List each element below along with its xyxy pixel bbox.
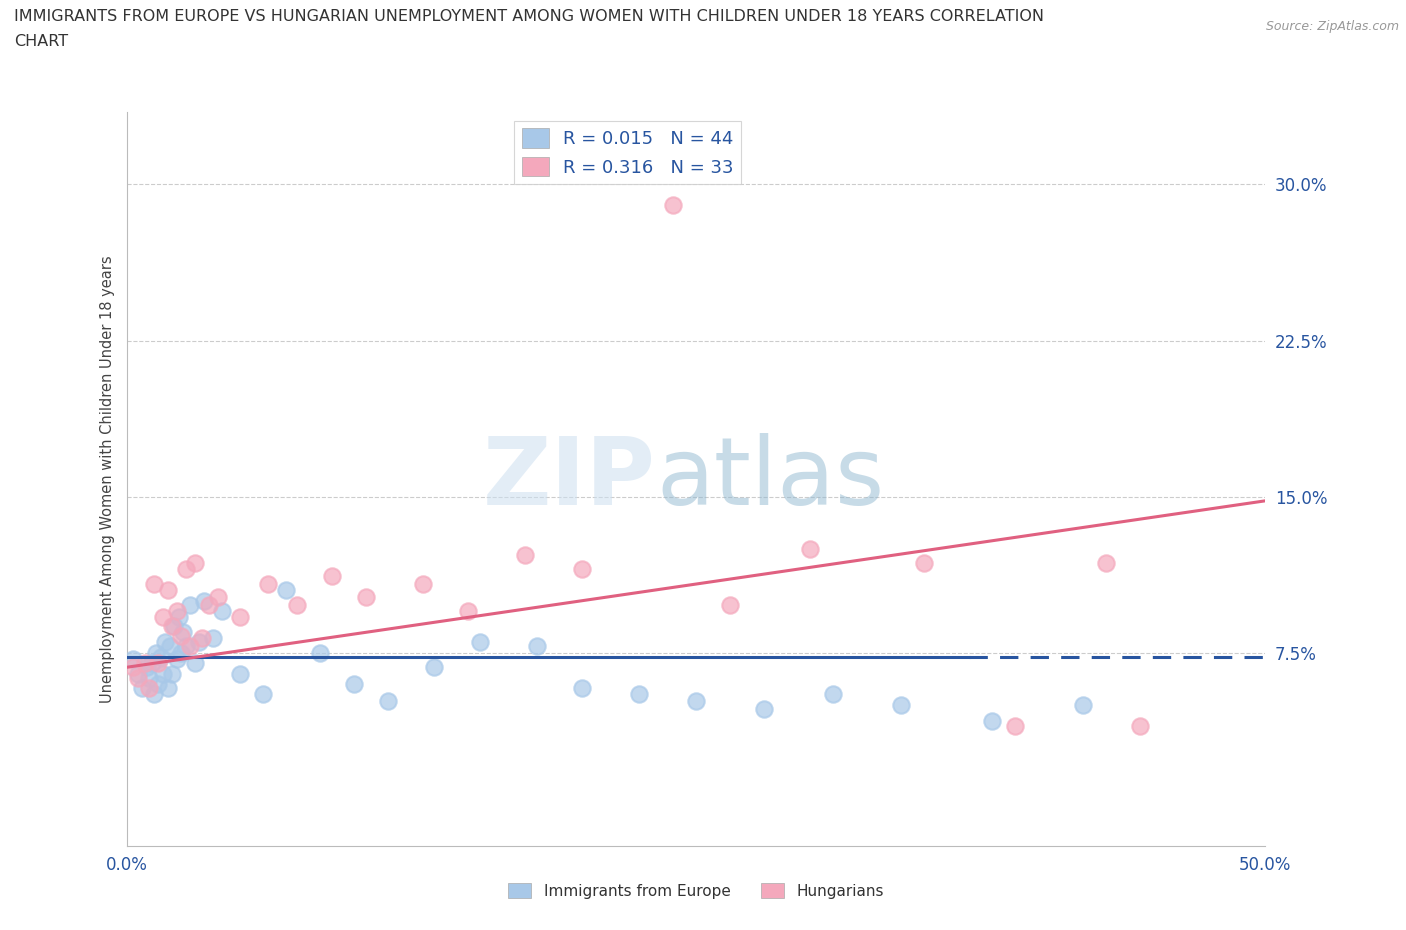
Point — [662, 198, 685, 213]
Point — [152, 610, 174, 625]
Point — [229, 666, 252, 681]
Point — [1095, 556, 1118, 571]
Point — [211, 604, 233, 618]
Point — [197, 597, 219, 612]
Point — [160, 666, 183, 681]
Point — [127, 666, 149, 681]
Point — [152, 666, 174, 681]
Point — [148, 676, 170, 691]
Point — [160, 618, 183, 633]
Text: atlas: atlas — [657, 433, 884, 525]
Point — [166, 652, 188, 667]
Point — [571, 562, 593, 577]
Point — [156, 583, 179, 598]
Point — [1129, 718, 1152, 733]
Point — [141, 656, 163, 671]
Point — [718, 597, 741, 612]
Point — [170, 645, 193, 660]
Point — [170, 629, 193, 644]
Point — [142, 577, 165, 591]
Point — [149, 649, 172, 664]
Point — [179, 597, 201, 612]
Point — [799, 541, 821, 556]
Point — [156, 681, 179, 696]
Point — [515, 548, 537, 563]
Point — [1071, 698, 1094, 712]
Point — [252, 687, 274, 702]
Text: IMMIGRANTS FROM EUROPE VS HUNGARIAN UNEMPLOYMENT AMONG WOMEN WITH CHILDREN UNDER: IMMIGRANTS FROM EUROPE VS HUNGARIAN UNEM… — [14, 9, 1045, 24]
Point — [184, 556, 207, 571]
Point — [190, 631, 212, 645]
Point — [423, 660, 446, 675]
Point — [343, 676, 366, 691]
Point — [1004, 718, 1026, 733]
Text: ZIP: ZIP — [484, 433, 657, 525]
Point — [321, 568, 343, 583]
Point — [127, 671, 149, 685]
Point — [163, 618, 186, 633]
Point — [256, 577, 278, 591]
Point — [207, 589, 229, 604]
Point — [136, 660, 159, 675]
Y-axis label: Unemployment Among Women with Children Under 18 years: Unemployment Among Women with Children U… — [100, 255, 115, 703]
Point — [890, 698, 912, 712]
Point — [821, 687, 844, 702]
Point — [131, 681, 153, 696]
Point — [155, 635, 177, 650]
Point — [167, 610, 190, 625]
Point — [628, 687, 651, 702]
Point — [172, 624, 194, 639]
Text: CHART: CHART — [14, 34, 67, 49]
Point — [122, 660, 145, 675]
Point — [229, 610, 252, 625]
Point — [468, 635, 491, 650]
Point — [134, 656, 156, 671]
Legend: R = 0.015   N = 44, R = 0.316   N = 33: R = 0.015 N = 44, R = 0.316 N = 33 — [515, 121, 741, 184]
Point — [166, 604, 188, 618]
Point — [912, 556, 935, 571]
Point — [526, 639, 548, 654]
Point — [457, 604, 479, 618]
Point — [179, 639, 201, 654]
Point — [571, 681, 593, 696]
Point — [287, 597, 309, 612]
Point — [138, 671, 160, 685]
Point — [148, 656, 170, 671]
Text: Source: ZipAtlas.com: Source: ZipAtlas.com — [1265, 20, 1399, 33]
Point — [754, 701, 776, 716]
Point — [188, 635, 211, 650]
Point — [377, 693, 399, 708]
Point — [122, 652, 145, 667]
Point — [184, 656, 207, 671]
Point — [142, 687, 165, 702]
Point — [309, 645, 332, 660]
Point — [981, 714, 1004, 729]
Point — [685, 693, 707, 708]
Point — [202, 631, 225, 645]
Point — [138, 681, 160, 696]
Point — [193, 593, 215, 608]
Point — [159, 639, 181, 654]
Point — [412, 577, 434, 591]
Point — [274, 583, 297, 598]
Point — [174, 639, 197, 654]
Point — [354, 589, 377, 604]
Point — [174, 562, 197, 577]
Point — [145, 645, 167, 660]
